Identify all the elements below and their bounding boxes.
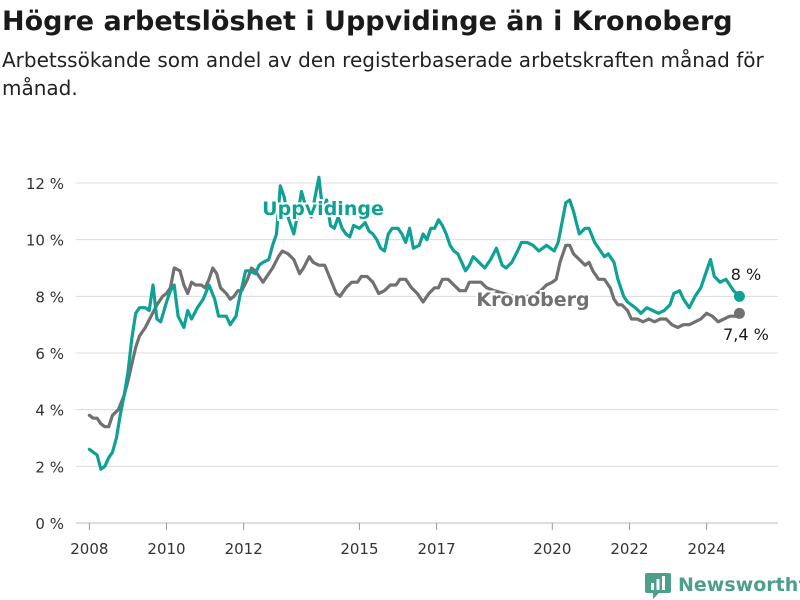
y-tick-label: 4 % [35,402,64,420]
brand-name: Newsworthy [678,574,800,596]
end-value-label-kronoberg: 7,4 % [723,325,769,344]
series-label-kronoberg: Kronoberg [476,289,589,311]
chart-series-labels: Uppvidinge Kronoberg 8 % 7,4 % [260,196,771,346]
y-tick-label: 6 % [35,345,64,363]
x-tick-label: 2015 [340,540,378,558]
x-tick-label: 2022 [610,540,648,558]
series-end-point-uppvidinge [733,290,745,302]
x-axis: 2008 2010 2012 2015 2017 2020 2022 2024 [70,523,726,558]
chart-series-lines [87,175,745,471]
page-subtitle: Arbetssökande som andel av den registerb… [2,48,764,100]
bar-chart-logo-icon [645,573,671,599]
end-value-label-uppvidinge: 8 % [731,265,761,284]
x-tick-label: 2020 [533,540,571,558]
y-tick-label: 10 % [26,232,64,250]
x-tick-label: 2010 [147,540,185,558]
series-line-uppvidinge [87,175,741,471]
y-tick-label: 0 % [35,515,64,533]
series-line-kronoberg [87,243,741,429]
y-tick-label: 8 % [35,288,64,306]
series-label-uppvidinge: Uppvidinge [262,198,384,220]
chart-gridlines [76,182,778,524]
x-tick-label: 2024 [688,540,726,558]
page-title: Högre arbetslöshet i Uppvidinge än i Kro… [2,6,733,37]
brand-logo[interactable]: Newsworthy [645,570,800,600]
x-tick-label: 2017 [417,540,455,558]
x-tick-label: 2008 [70,540,108,558]
y-tick-label: 2 % [35,458,64,476]
y-tick-label: 12 % [26,175,64,193]
x-tick-label: 2012 [225,540,263,558]
y-axis-tick-labels: 0 % 2 % 4 % 6 % 8 % 10 % 12 % [26,175,64,533]
series-end-point-kronoberg [733,307,745,319]
